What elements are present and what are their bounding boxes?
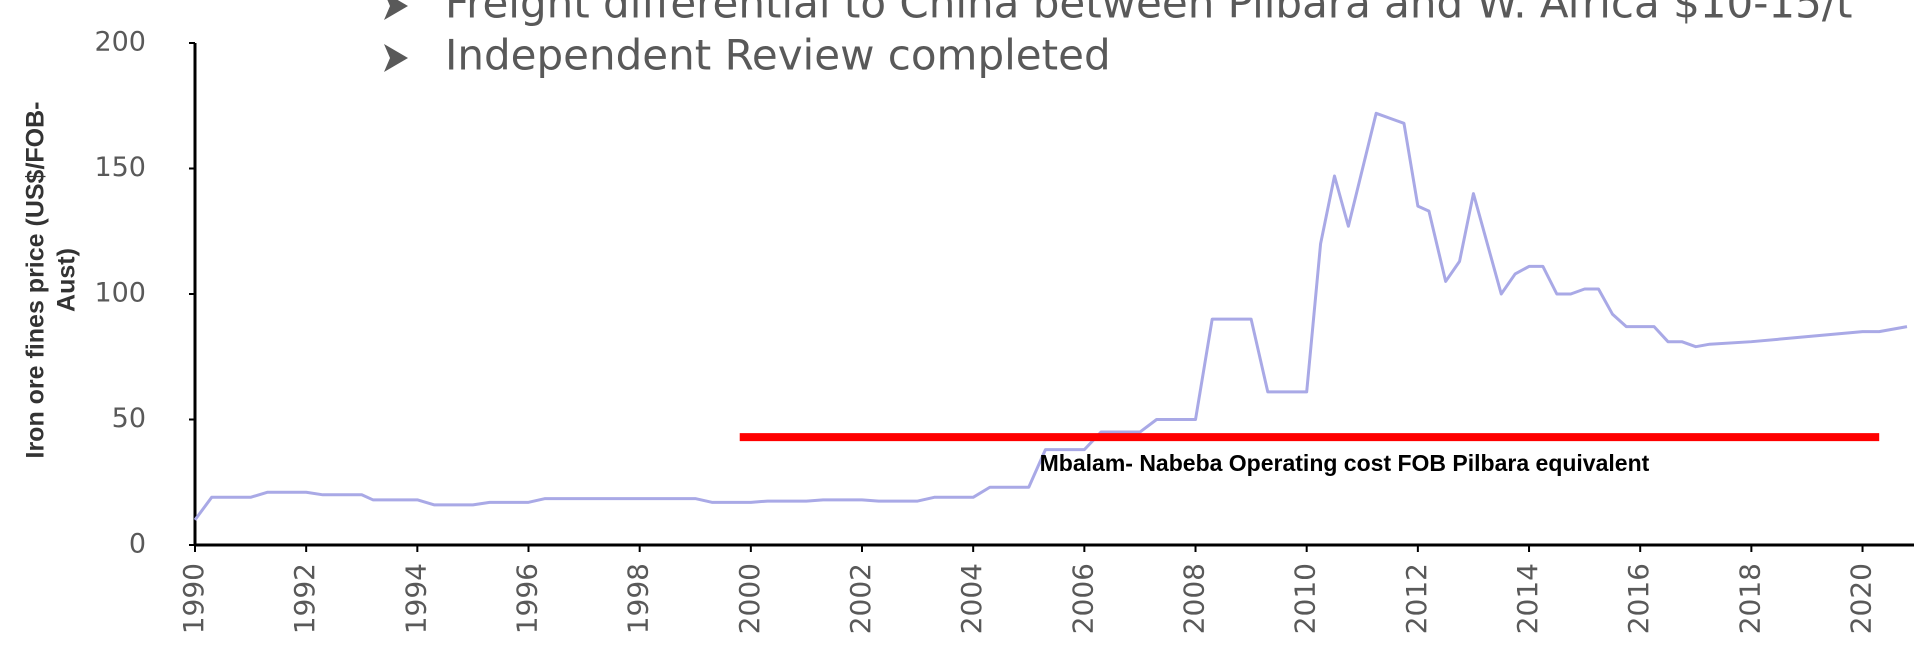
y-axis-title: Iron ore fines price (US$/FOB- Aust)	[22, 101, 81, 458]
bullet-arrow	[384, 0, 408, 20]
x-tick-label: 1992	[288, 563, 321, 634]
x-tick-label: 2008	[1178, 563, 1211, 634]
y-axis-title-line: Aust)	[53, 248, 81, 312]
x-tick-label: 1990	[177, 563, 210, 634]
y-tick-label: 0	[129, 529, 146, 560]
y-axis-title-line: Iron ore fines price (US$/FOB-	[22, 101, 50, 458]
x-tick-label: 2020	[1845, 563, 1878, 634]
y-tick-label: 200	[94, 27, 146, 58]
reference-label: Mbalam- Nabeba Operating cost FOB Pilbar…	[1040, 450, 1650, 476]
x-tick-label: 1996	[511, 563, 544, 634]
x-tick-label: 2016	[1622, 563, 1655, 634]
bullet-text: Freight differential to China between Pi…	[445, 0, 1852, 28]
x-tick-label: 2004	[955, 563, 988, 634]
x-tick-label: 2000	[733, 563, 766, 634]
x-tick-label: 2006	[1066, 563, 1099, 634]
bullet-arrow	[384, 44, 408, 72]
x-tick-label: 2012	[1400, 563, 1433, 634]
x-tick-label: 2018	[1733, 563, 1766, 634]
y-tick-label: 150	[94, 152, 146, 183]
bullet-text: Independent Review completed	[445, 31, 1111, 80]
x-tick-label: 2002	[844, 563, 877, 634]
y-tick-label: 100	[94, 278, 146, 309]
price-line	[193, 111, 1908, 521]
x-tick-label: 2010	[1289, 563, 1322, 634]
x-tick-label: 1998	[622, 563, 655, 634]
y-tick-label: 50	[112, 403, 146, 434]
x-tick-label: 1994	[399, 563, 432, 634]
x-tick-label: 2014	[1511, 563, 1544, 634]
